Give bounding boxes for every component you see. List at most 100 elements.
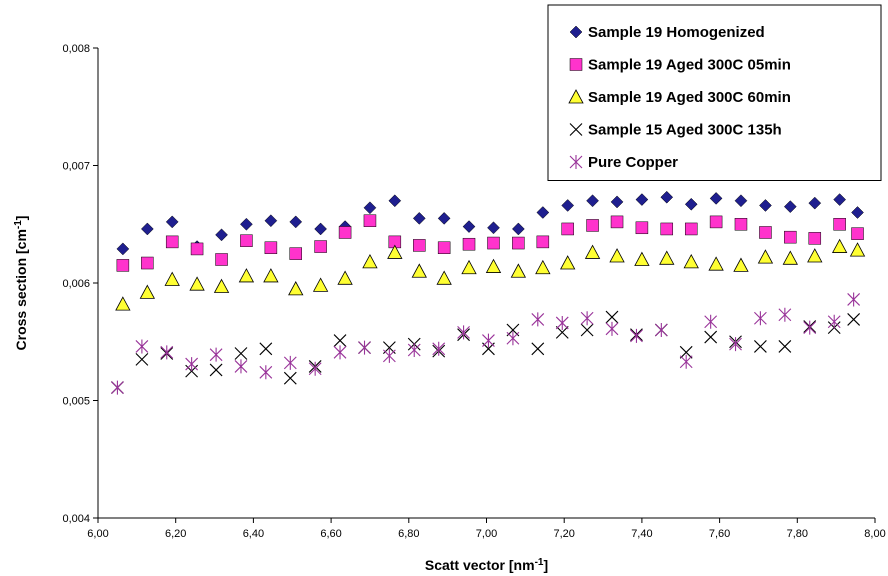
x-tick-label: 6,20: [165, 528, 186, 540]
data-point-square: [289, 247, 302, 260]
series-x: [111, 310, 861, 394]
data-point-triangle: [312, 277, 329, 292]
data-point-triangle: [659, 250, 675, 265]
data-point-asterisk: [160, 345, 174, 360]
data-point-diamond: [561, 199, 575, 212]
data-point-asterisk: [432, 341, 446, 356]
y-tick-label: 0,004: [62, 513, 90, 525]
x-tick-label: 8,00: [864, 528, 885, 540]
data-markers: [111, 190, 866, 395]
data-point-asterisk: [827, 314, 841, 329]
legend-label: Sample 19 Aged 300C 60min: [588, 89, 791, 106]
data-point-asterisk: [506, 331, 520, 346]
x-axis-title-sup: -1: [535, 557, 544, 568]
data-point-x: [605, 310, 619, 324]
data-point-square: [784, 230, 797, 244]
data-point-triangle: [213, 278, 230, 293]
data-point-triangle: [535, 259, 551, 275]
x-tick-label: 7,80: [787, 528, 808, 540]
legend-marker-diamond: [569, 25, 583, 39]
data-point-diamond: [512, 222, 525, 236]
data-point-diamond: [437, 212, 451, 225]
data-point-square: [240, 234, 253, 247]
legend-marker-asterisk: [569, 155, 583, 169]
data-point-x: [185, 364, 199, 378]
data-point-diamond: [660, 190, 674, 204]
data-point-square: [314, 240, 327, 253]
data-point-x: [778, 340, 792, 353]
data-point-diamond: [783, 200, 797, 213]
data-point-x: [333, 334, 347, 347]
data-point-asterisk: [482, 333, 495, 348]
data-point-triangle: [387, 244, 403, 259]
data-point-diamond: [487, 221, 500, 235]
data-point-triangle: [115, 296, 131, 311]
data-point-asterisk: [531, 312, 545, 327]
data-point-diamond: [734, 194, 748, 208]
data-point-diamond: [759, 199, 772, 212]
data-point-triangle: [139, 284, 156, 299]
data-point-triangle: [807, 248, 823, 263]
data-point-square: [462, 237, 476, 251]
data-point-triangle: [683, 254, 699, 269]
data-point-diamond: [808, 196, 822, 210]
data-point-square: [116, 259, 130, 272]
y-axis-ticks: 0,004 0,005 0,006 0,007 0,008: [62, 43, 98, 525]
data-point-diamond: [536, 206, 550, 219]
data-point-triangle: [362, 254, 378, 269]
data-point-triangle: [411, 263, 427, 278]
data-point-x: [234, 347, 248, 360]
data-point-square: [586, 219, 599, 232]
data-point-x: [679, 345, 693, 359]
data-point-square: [561, 222, 574, 236]
data-point-diamond: [586, 194, 599, 208]
data-point-diamond: [289, 215, 303, 229]
x-axis-title: Scatt vector [nm-1]: [425, 557, 548, 574]
data-point-diamond: [240, 217, 253, 231]
data-point-asterisk: [729, 337, 742, 352]
data-point-asterisk: [605, 321, 619, 336]
legend-label: Sample 19 Aged 300C 05min: [588, 57, 791, 74]
data-point-asterisk: [778, 307, 792, 322]
data-point-triangle: [708, 256, 724, 271]
data-point-diamond: [462, 220, 476, 233]
data-point-square: [437, 241, 451, 254]
data-point-square: [141, 256, 154, 270]
data-point-x: [531, 342, 545, 356]
x-tick-label: 7,20: [553, 528, 574, 540]
data-point-asterisk: [630, 328, 643, 343]
data-point-diamond: [635, 193, 649, 206]
series-triangle: [115, 238, 866, 311]
x-axis-title-end: ]: [543, 557, 548, 573]
data-point-square: [808, 232, 822, 245]
data-point-x: [259, 342, 273, 356]
y-axis-title: Cross section [cm-1]: [13, 216, 30, 351]
data-point-triangle: [189, 276, 205, 291]
data-point-asterisk: [407, 342, 421, 357]
data-point-triangle: [849, 242, 866, 257]
data-point-asterisk: [754, 311, 767, 326]
data-point-square: [635, 221, 649, 235]
data-point-square: [190, 242, 204, 256]
data-point-square: [413, 239, 426, 252]
data-point-asterisk: [704, 314, 718, 329]
legend-label: Pure Copper: [588, 154, 678, 171]
data-point-triangle: [609, 248, 625, 263]
data-point-square: [338, 226, 352, 239]
data-point-square: [512, 236, 525, 250]
x-tick-label: 6,40: [243, 528, 264, 540]
legend-marker-triangle: [568, 89, 584, 104]
y-axis-title-sup: -1: [13, 220, 24, 229]
data-point-square: [709, 215, 723, 229]
y-tick-label: 0,007: [62, 161, 90, 173]
y-tick-label: 0,008: [62, 43, 90, 55]
data-point-square: [610, 215, 624, 229]
x-axis-ticks: 6,00 6,20 6,40 6,60 6,80 7,00 7,20 7,40 7,60 7,80…: [87, 518, 886, 540]
data-point-diamond: [709, 192, 723, 205]
data-point-asterisk: [185, 357, 199, 372]
data-point-square: [487, 236, 500, 250]
data-point-triangle: [831, 238, 848, 253]
data-point-asterisk: [283, 355, 297, 370]
data-point-x: [283, 371, 297, 385]
